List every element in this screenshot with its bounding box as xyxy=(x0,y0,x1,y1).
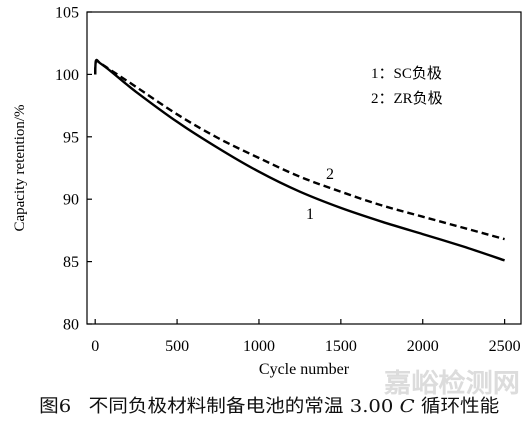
caption-text-before: 不同负极材料制备电池的常温 3.00 xyxy=(89,396,400,417)
y-tick-label-90: 90 xyxy=(63,192,79,209)
watermark: 嘉峪检测网 xyxy=(384,368,520,399)
series-label-1: 1 xyxy=(306,206,314,223)
legend-entry-2: 2：ZR负极 xyxy=(371,90,443,107)
series-group xyxy=(94,58,505,262)
y-tick-label-105: 105 xyxy=(55,5,79,22)
caption-text-after: 循环性能 xyxy=(415,396,500,417)
y-tick-label-80: 80 xyxy=(63,317,79,334)
x-axis-label: Cycle number xyxy=(259,361,350,378)
y-tick-label-85: 85 xyxy=(63,254,79,271)
series-label-2: 2 xyxy=(326,166,334,183)
x-tick-label-2500: 2500 xyxy=(489,338,521,355)
y-tick-label-100: 100 xyxy=(55,67,79,84)
plot-frame xyxy=(86,11,522,325)
caption-figure-number: 图6 xyxy=(39,396,71,417)
x-tick-label-2000: 2000 xyxy=(407,338,439,355)
x-axis: 0 500 1000 1500 2000 2500 xyxy=(91,319,521,355)
x-tick-label-0: 0 xyxy=(91,338,99,355)
x-tick-label-1000: 1000 xyxy=(243,338,275,355)
legend-entry-1: 1：SC负极 xyxy=(371,65,442,82)
y-axis-label: Capacity retention/% xyxy=(12,104,28,231)
caption-rate-unit: C xyxy=(400,396,415,417)
series-line-2 xyxy=(94,58,505,241)
series-line-1 xyxy=(94,58,505,262)
x-tick-label-500: 500 xyxy=(165,338,189,355)
legend: 1：SC负极 2：ZR负极 xyxy=(371,65,443,107)
x-tick-label-1500: 1500 xyxy=(325,338,357,355)
figure-caption: 图6 不同负极材料制备电池的常温 3.00 C 循环性能 xyxy=(8,396,518,417)
y-tick-label-95: 95 xyxy=(63,129,79,146)
y-axis: 80 85 90 95 100 105 xyxy=(55,5,92,334)
